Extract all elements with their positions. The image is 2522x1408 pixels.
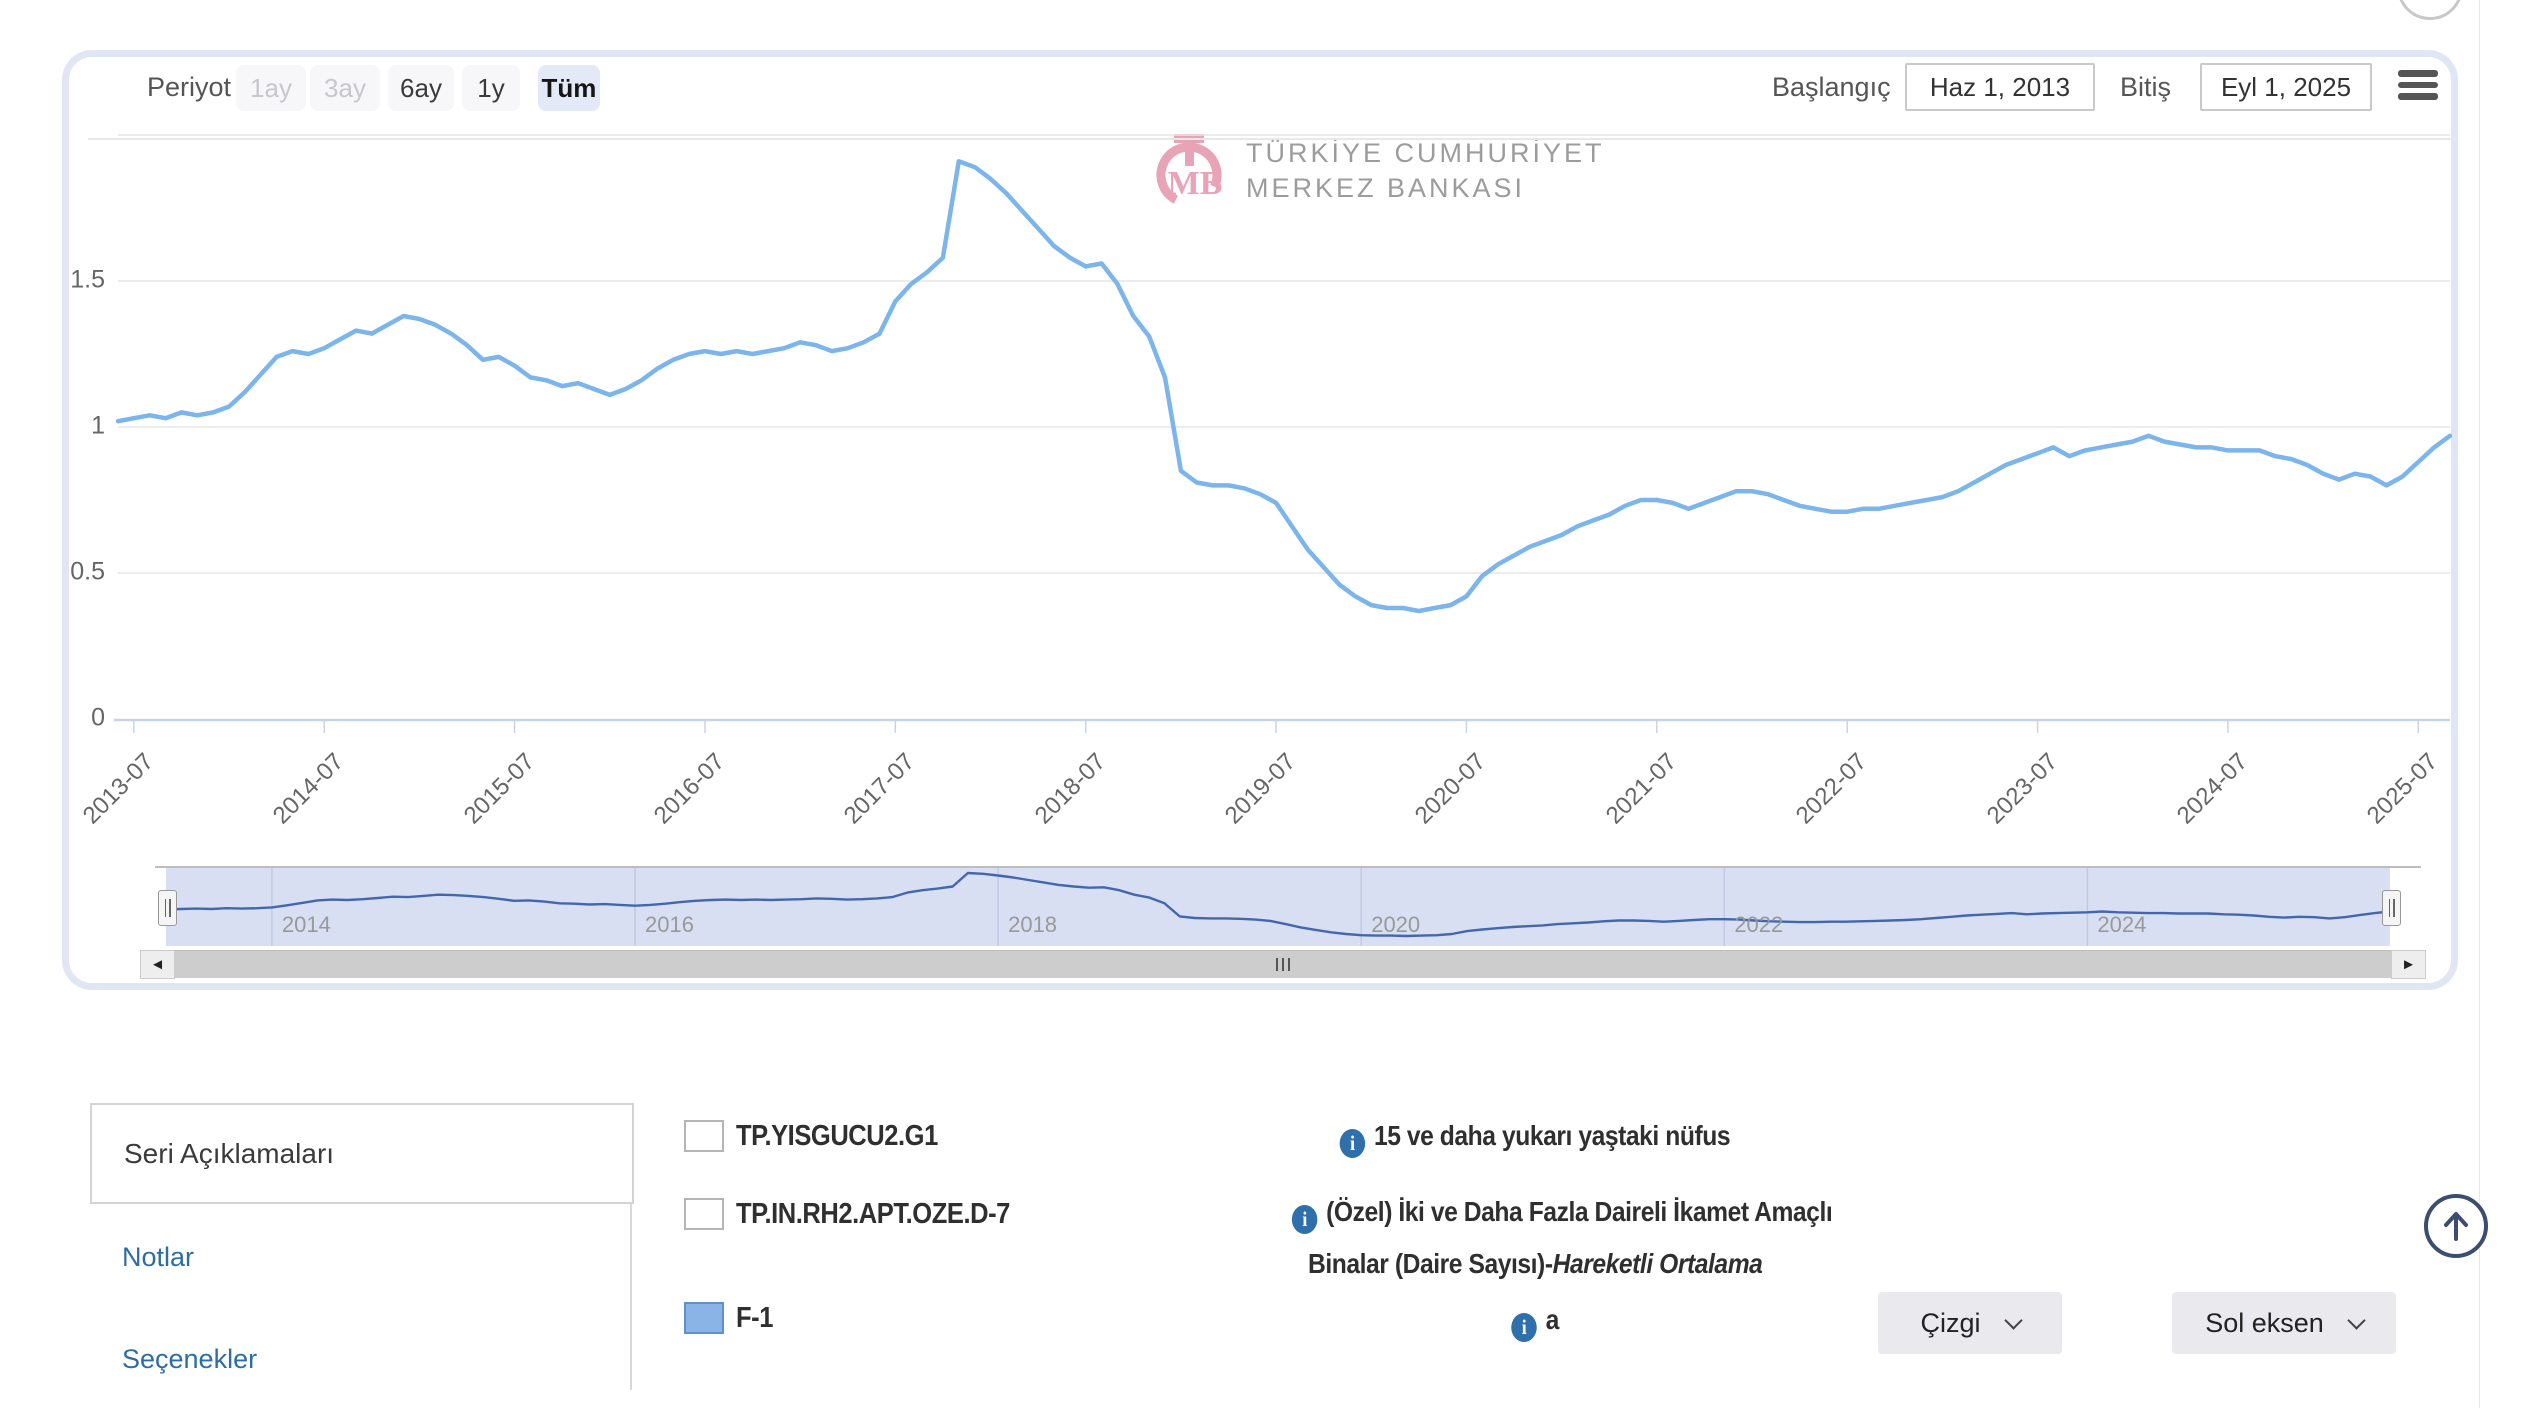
series-checkbox-tpyisgucu2g1[interactable] [684, 1120, 724, 1152]
series-code-f1: F-1 [736, 1302, 773, 1334]
tab-seri-aciklamalari-label: Seri Açıklamaları [124, 1137, 335, 1169]
navigator-left-handle[interactable] [158, 890, 177, 926]
tcmb-watermark-text: TÜRKİYE CUMHURİYET MERKEZ BANKASI [1246, 137, 1605, 203]
tcmb-watermark: MB TÜRKİYE CUMHURİYET MERKEZ BANKASI [1146, 126, 1606, 216]
y-axis-tick-label: 0.5 [70, 557, 105, 586]
y-axis-tick-label: 1 [91, 411, 105, 440]
period-button-3ay[interactable]: 3ay [310, 65, 380, 111]
info-icon[interactable]: i [1339, 1128, 1366, 1158]
series-line [115, 159, 2453, 614]
chevron-down-icon [2347, 1310, 2366, 1330]
tabs-divider [630, 1200, 632, 1390]
info-icon[interactable]: i [1511, 1312, 1537, 1342]
period-button-tum[interactable]: Tüm [538, 65, 600, 111]
navigator-year-label: 2022 [1734, 912, 1784, 937]
tab-notlar[interactable]: Notlar [122, 1242, 195, 1272]
header-divider [88, 138, 2452, 140]
end-date-input[interactable] [2200, 63, 2372, 111]
chart-type-dropdown[interactable]: Çizgi [1878, 1292, 2062, 1354]
period-button-6ay[interactable]: 6ay [388, 65, 454, 111]
y-axis-tick-label: 0 [91, 703, 105, 732]
period-button-1y[interactable]: 1y [462, 65, 520, 111]
scroll-to-top-button[interactable] [2424, 1194, 2488, 1258]
info-icon[interactable]: i [1291, 1204, 1318, 1234]
tab-secenekler[interactable]: Seçenekler [122, 1344, 258, 1374]
scrollbar-left-arrow[interactable]: ◄ [140, 950, 175, 979]
period-button-1ay[interactable]: 1ay [236, 65, 306, 111]
series-checkbox-tpinrh2[interactable] [684, 1198, 724, 1230]
series-description-1: i 15 ve daha yukarı yaştaki nüfus [1255, 1110, 1815, 1162]
navigator-series-line [165, 871, 2391, 938]
hamburger-menu-icon[interactable] [2398, 70, 2438, 104]
start-date-input[interactable] [1905, 63, 2095, 111]
scrollbar-thumb[interactable] [174, 950, 2391, 978]
navigator-year-label: 2024 [2097, 912, 2147, 937]
period-label: Periyot [147, 72, 232, 102]
end-date-label: Bitiş [2120, 72, 2172, 102]
series-description-2: i (Özel) İki ve Daha Fazla Daireli İkamet… [1255, 1186, 1833, 1290]
chevron-down-icon [2003, 1310, 2023, 1330]
navigator-year-label: 2016 [645, 912, 694, 937]
navigator-year-label: 2020 [1371, 912, 1421, 937]
start-date-label: Başlangıç [1772, 72, 1891, 102]
chart-card [62, 50, 2458, 990]
axis-dropdown[interactable]: Sol eksen [2172, 1292, 2396, 1354]
page-right-divider [2479, 0, 2480, 1408]
tab-seri-aciklamalari[interactable]: Seri Açıklamaları [90, 1103, 634, 1204]
navigator-mask [166, 867, 2390, 946]
navigator-outline [155, 866, 2421, 948]
navigator-year-label: 2018 [1008, 912, 1058, 937]
arrow-up-icon [2444, 1212, 2468, 1241]
scrollbar-right-arrow[interactable]: ► [2391, 950, 2426, 979]
series-checkbox-f1[interactable] [684, 1302, 724, 1334]
y-axis-tick-label: 1.5 [70, 265, 105, 294]
navigator-right-handle[interactable] [2382, 890, 2401, 926]
navigator-year-label: 2014 [281, 912, 331, 937]
series-code-tpyisgucu2g1: TP.YISGUCU2.G1 [736, 1120, 938, 1152]
series-code-tpinrh2: TP.IN.RH2.APT.OZE.D-7 [736, 1198, 1010, 1230]
svg-text:MB: MB [1168, 165, 1223, 202]
